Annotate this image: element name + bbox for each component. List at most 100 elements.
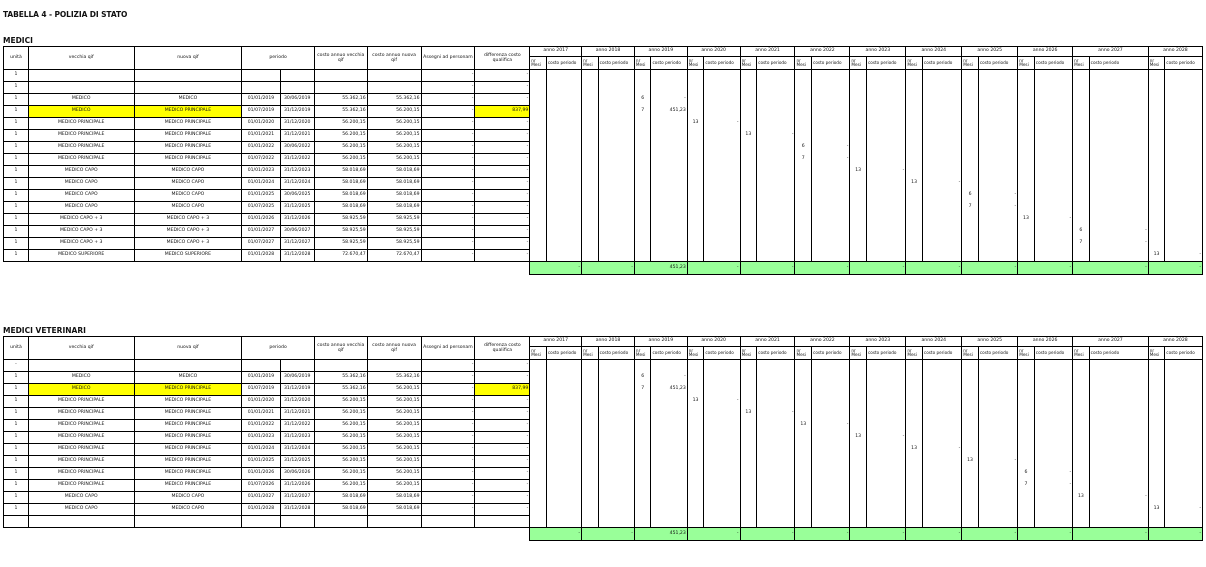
- cell-empty: [1033, 237, 1074, 250]
- cell-empty: [529, 93, 547, 106]
- header-mesi: nr Mesi: [794, 346, 813, 360]
- table-row: 1 MEDICO PRINCIPALE MEDICO PRINCIPALE 01/07…: [3, 153, 1203, 166]
- table-row: 1 MEDICO PRINCIPALE MEDICO PRINCIPALE 01/01…: [3, 129, 1203, 142]
- cell-costo-nuova: [366, 359, 422, 372]
- cell-costo-nuova: 58.018,69: [366, 201, 422, 214]
- cell-empty: [1147, 467, 1166, 480]
- cell-empty: [703, 225, 741, 238]
- cell-empty: [921, 491, 963, 504]
- cell-empty: [1017, 503, 1035, 516]
- cell-vecchia-qif: MEDICO CAPO: [27, 201, 135, 214]
- header-mesi: nr Mesi: [905, 56, 923, 70]
- page-title: TABELLA 4 - POLIZIA DI STATO: [3, 10, 128, 19]
- cell-costo-nuova: 58.925,59: [366, 213, 422, 226]
- cell-costo-vecchia: 56.200,15: [313, 419, 368, 432]
- cell-empty: [597, 225, 635, 238]
- cell-empty: [739, 419, 758, 432]
- cell-vecchia-qif: MEDICO CAPO: [27, 491, 135, 504]
- cell-empty: [905, 69, 923, 82]
- cell-empty: [1164, 515, 1203, 528]
- cell-empty: [756, 431, 796, 444]
- cell-empty: [1164, 443, 1203, 456]
- header-mesi: nr Mesi: [794, 56, 813, 70]
- cell-empty: [529, 117, 547, 130]
- cell-empty: [1017, 201, 1035, 214]
- total-cell: -: [1147, 261, 1204, 275]
- cell-empty: [1072, 93, 1090, 106]
- cell-empty: [961, 359, 979, 372]
- cell-empty: [977, 443, 1019, 456]
- cell-differenza: -: [474, 395, 531, 408]
- table-row: 1 MEDICO CAPO + 3 MEDICO CAPO + 3 01/01/202…: [3, 225, 1203, 238]
- cell-vecchia-qif: MEDICO PRINCIPALE: [27, 455, 135, 468]
- cell-empty: [905, 455, 923, 468]
- cell-empty: [581, 407, 599, 420]
- header-mesi: nr Mesi: [633, 56, 652, 70]
- cell-empty: [1072, 153, 1090, 166]
- cell-empty: [865, 395, 907, 408]
- cell-differenza: 837,99: [474, 105, 531, 118]
- total-cell: -: [961, 261, 1019, 275]
- cell-empty: [849, 371, 867, 384]
- cell-empty: [849, 443, 867, 456]
- total-cell: -: [686, 527, 741, 541]
- cell-empty: [1147, 359, 1166, 372]
- cell-empty: [650, 117, 688, 130]
- cell-periodo-a: 31/12/2023: [279, 165, 315, 178]
- cell-vecchia-qif: [27, 81, 135, 94]
- cell-empty: [905, 419, 923, 432]
- cell-empty: [545, 117, 583, 130]
- cell-empty: [581, 69, 599, 82]
- cell-empty: [849, 407, 867, 420]
- cell-empty: [1164, 213, 1203, 226]
- cell-empty: [1088, 153, 1149, 166]
- cell-empty: [1164, 419, 1203, 432]
- cell-costo-nuova: 56.200,15: [366, 105, 422, 118]
- cell-empty: [545, 69, 583, 82]
- cell-empty: [756, 455, 796, 468]
- cell-nuova-qif: [133, 69, 243, 82]
- cell-empty: [529, 455, 547, 468]
- cell-empty: [529, 407, 547, 420]
- cell-periodo-a: [279, 69, 315, 82]
- table-row: 1 MEDICO PRINCIPALE MEDICO PRINCIPALE 01/01…: [3, 467, 1203, 480]
- cell-empty: [686, 249, 705, 262]
- cell-empty: [794, 165, 813, 178]
- cell-empty: [739, 359, 758, 372]
- cell-empty: [686, 93, 705, 106]
- cell-empty: [597, 467, 635, 480]
- cell-periodo-a: 31/12/2024: [279, 443, 315, 456]
- cell-differenza: -: [474, 407, 531, 420]
- cell-empty: [1147, 129, 1166, 142]
- table-row: 1 MEDICO SUPERIORE MEDICO SUPERIORE 01/01/2…: [3, 249, 1203, 262]
- cell-costo-vecchia: [313, 69, 368, 82]
- cell-empty: [794, 81, 813, 94]
- cell-vecchia-qif: MEDICO SUPERIORE: [27, 249, 135, 262]
- cell-costo-periodo: -: [811, 419, 851, 432]
- cell-empty: [581, 177, 599, 190]
- cell-empty: [581, 93, 599, 106]
- cell-empty: [1033, 105, 1074, 118]
- cell-empty: [739, 93, 758, 106]
- cell-unita: 1: [3, 443, 29, 456]
- cell-empty: [961, 515, 979, 528]
- cell-empty: [1147, 383, 1166, 396]
- cell-empty: [1147, 141, 1166, 154]
- cell-unita: 1: [3, 407, 29, 420]
- cell-costo-periodo: -: [977, 201, 1019, 214]
- cell-empty: [703, 491, 741, 504]
- cell-empty: [1072, 431, 1090, 444]
- cell-empty: [1088, 467, 1149, 480]
- cell-empty: [1033, 69, 1074, 82]
- cell-assegni: -: [420, 359, 476, 372]
- cell-empty: [1017, 105, 1035, 118]
- cell-empty: [739, 383, 758, 396]
- cell-differenza: -: [474, 213, 531, 226]
- cell-empty: [794, 237, 813, 250]
- cell-differenza: -: [474, 491, 531, 504]
- cell-empty: [811, 105, 851, 118]
- cell-empty: [633, 515, 652, 528]
- cell-assegni: -: [420, 419, 476, 432]
- cell-empty: [961, 249, 979, 262]
- cell-empty: [581, 117, 599, 130]
